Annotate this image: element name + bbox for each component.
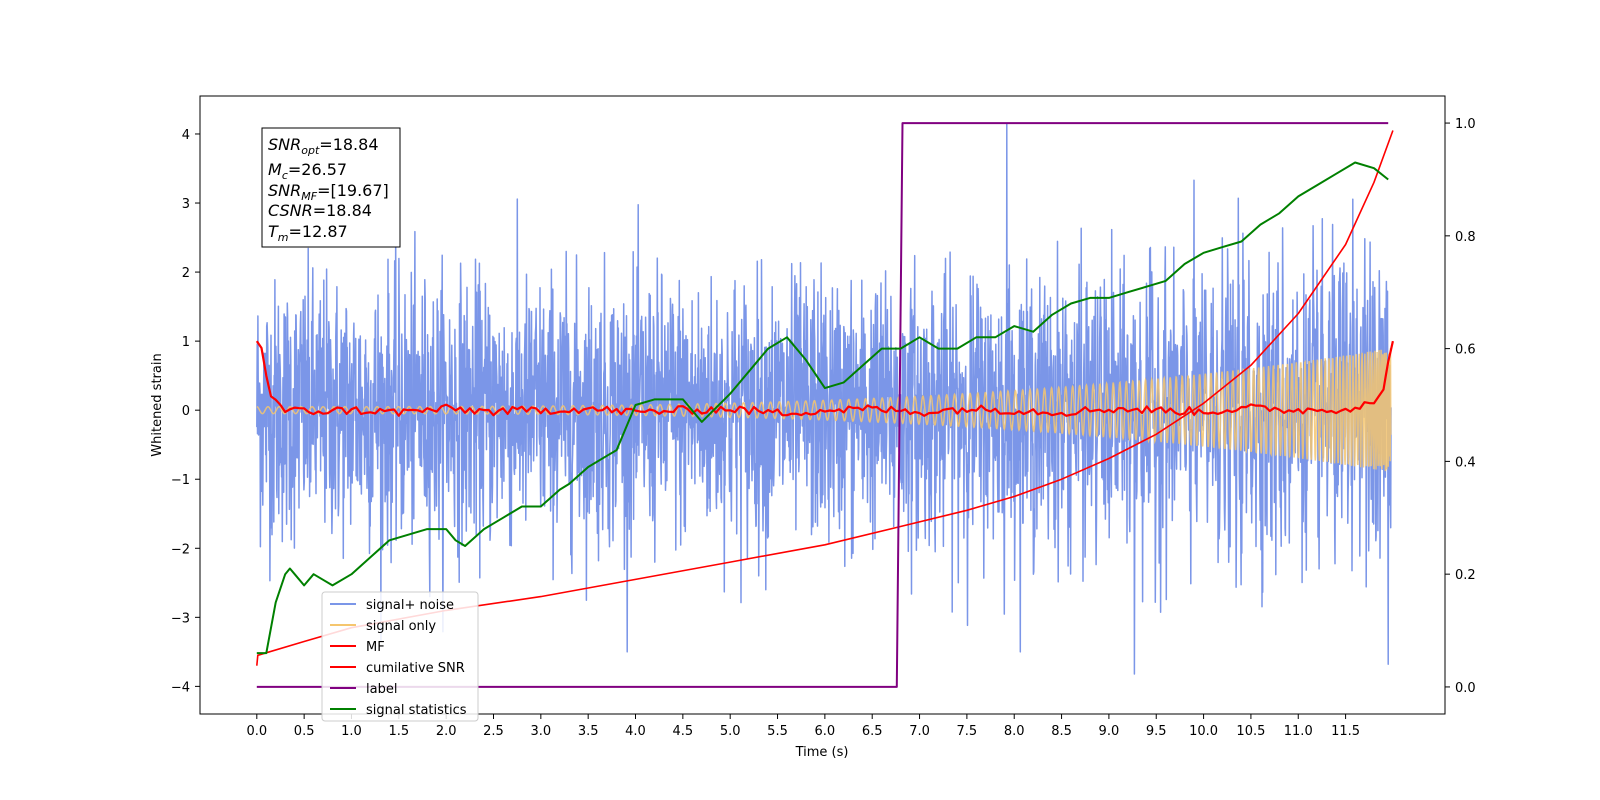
- y-tick-label: 2: [182, 266, 190, 281]
- plot-frame: [199, 95, 1446, 715]
- x-tick-label: 3.5: [578, 724, 599, 739]
- legend-label-signal-statistics: signal statistics: [366, 703, 467, 718]
- x-tick-label: 11.5: [1331, 724, 1360, 739]
- x-tick-label: 1.5: [388, 724, 409, 739]
- y-axis-left: 4 3 2 1 0 −1 −2 −3 −4: [171, 128, 200, 695]
- series-signal-statistics-line: [256, 161, 1389, 655]
- info-csnr: CSNR=18.84: [268, 201, 372, 220]
- series-label-line: [256, 122, 1389, 688]
- x-tick-label: 4.5: [673, 724, 694, 739]
- x-tick-label: 6.0: [815, 724, 836, 739]
- y-tick-label: 0: [182, 404, 190, 419]
- x-axis-title: Time (s): [795, 745, 849, 760]
- x-tick-label: 1.0: [341, 724, 362, 739]
- y-tick-label: −2: [171, 542, 190, 557]
- x-tick-label: 8.5: [1051, 724, 1072, 739]
- info-tm: Tm=12.87: [268, 222, 348, 244]
- x-tick-label: 10.0: [1189, 724, 1218, 739]
- x-tick-label: 4.0: [625, 724, 646, 739]
- legend-label-signal-noise: signal+ noise: [366, 598, 454, 613]
- legend-label-label: label: [366, 682, 397, 697]
- x-tick-label: 6.5: [862, 724, 883, 739]
- x-tick-label: 8.0: [1004, 724, 1025, 739]
- legend-label-mf: MF: [366, 640, 385, 655]
- y-tick-label: 4: [182, 128, 190, 143]
- y-axis-right: 1.0 0.8 0.6 0.4 0.2 0.0: [1445, 117, 1476, 696]
- x-tick-label: 2.5: [483, 724, 504, 739]
- info-box-frame: [261, 127, 401, 248]
- series-signal-noise-line: [256, 122, 1392, 675]
- y-right-tick-label: 1.0: [1455, 117, 1476, 132]
- info-snr-mf: SNRMF=[19.67]: [268, 181, 389, 203]
- info-box: SNRopt=18.84 Mc=26.57 SNRMF=[19.67] CSNR…: [261, 127, 401, 248]
- y-right-tick-label: 0.6: [1455, 343, 1476, 358]
- x-tick-label: 9.0: [1099, 724, 1120, 739]
- x-tick-label: 2.0: [436, 724, 457, 739]
- series-mf-line: [255, 340, 1394, 417]
- x-axis: 0.0 0.5 1.0 1.5 2.0 2.5 3.0 3.5 4.0 4.5 5.0 5.5 6.0 6…: [246, 714, 1360, 739]
- legend: signal+ noise signal only MF cumilative …: [321, 591, 479, 722]
- x-tick-label: 7.0: [909, 724, 930, 739]
- y-right-tick-label: 0.4: [1455, 455, 1476, 470]
- x-tick-label: 10.5: [1236, 724, 1265, 739]
- x-tick-label: 9.5: [1146, 724, 1167, 739]
- y-axis-title: Whitened strain: [150, 353, 165, 456]
- info-snr-opt: SNRopt=18.84: [268, 135, 379, 157]
- x-tick-label: 7.5: [957, 724, 978, 739]
- y-tick-label: 3: [182, 197, 190, 212]
- x-tick-label: 0.0: [246, 724, 267, 739]
- x-tick-label: 3.0: [530, 724, 551, 739]
- x-tick-label: 5.0: [720, 724, 741, 739]
- x-tick-label: 0.5: [294, 724, 315, 739]
- y-right-tick-label: 0.8: [1455, 230, 1476, 245]
- y-tick-label: −3: [171, 611, 190, 626]
- legend-label-signal-only: signal only: [366, 619, 436, 634]
- info-mc: Mc=26.57: [268, 160, 347, 182]
- legend-frame: [321, 591, 479, 722]
- y-right-tick-label: 0.0: [1455, 681, 1476, 696]
- y-right-tick-label: 0.2: [1455, 568, 1476, 583]
- y-tick-label: −4: [171, 680, 190, 695]
- x-tick-label: 5.5: [767, 724, 788, 739]
- x-tick-label: 11.0: [1284, 724, 1313, 739]
- y-tick-label: −1: [171, 473, 190, 488]
- series-signal-only-line: [256, 348, 1392, 472]
- y-tick-label: 1: [182, 335, 190, 350]
- legend-label-cumulative-snr: cumilative SNR: [366, 661, 465, 676]
